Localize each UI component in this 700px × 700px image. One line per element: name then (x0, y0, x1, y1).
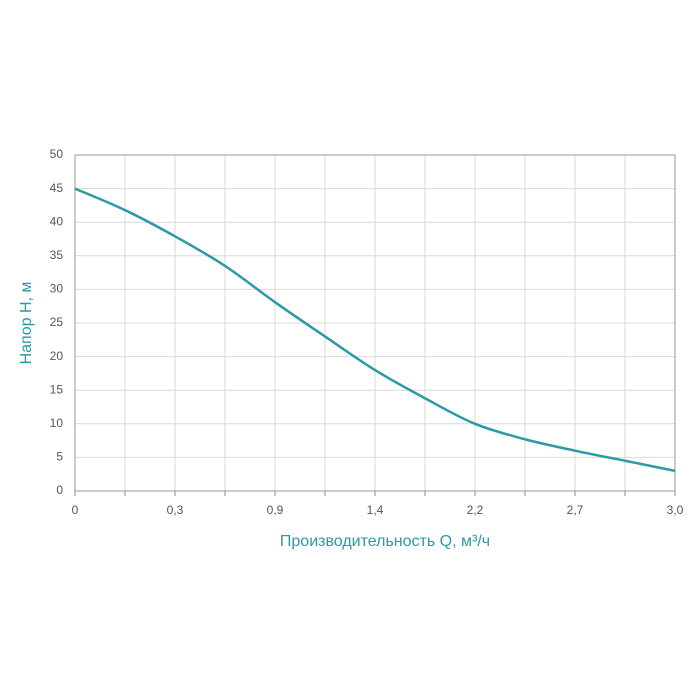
x-tick-label: 2,7 (567, 503, 584, 517)
y-tick-label: 30 (50, 282, 64, 296)
y-tick-label: 25 (50, 315, 64, 329)
y-tick-label: 20 (50, 349, 64, 363)
y-tick-label: 0 (56, 483, 63, 497)
x-tick-label: 0,3 (167, 503, 184, 517)
x-tick-label: 1,4 (367, 503, 384, 517)
x-tick-label: 0,9 (267, 503, 284, 517)
y-tick-label: 45 (50, 181, 64, 195)
x-tick-label: 3,0 (667, 503, 684, 517)
y-axis-title: Напор Н, м (18, 282, 35, 365)
y-tick-label: 35 (50, 248, 64, 262)
plot-border (74, 154, 676, 492)
y-tick-label: 40 (50, 214, 64, 228)
x-axis-title: Производительность Q, м³/ч (280, 533, 490, 550)
y-tick-label: 10 (50, 416, 64, 430)
line (74, 187, 676, 473)
x-tick-label: 0 (72, 503, 79, 517)
y-tick-label: 5 (56, 450, 63, 464)
y-tick-label: 15 (50, 382, 64, 396)
y-tick-label: 50 (50, 147, 64, 161)
x-tick-label: 2,2 (467, 503, 484, 517)
